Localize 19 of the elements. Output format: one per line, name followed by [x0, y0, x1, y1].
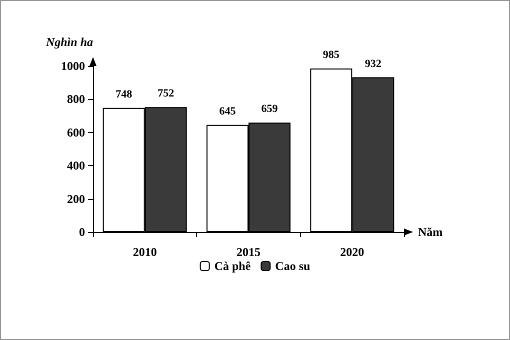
data-label: 659: [261, 103, 278, 116]
y-tick-label: 800: [67, 92, 85, 106]
y-tick-label: 0: [79, 225, 85, 239]
y-tick-label: 400: [67, 158, 85, 173]
data-label: 985: [322, 48, 340, 61]
y-tick-label: 200: [67, 192, 85, 206]
x-tick-label: 2020: [340, 245, 364, 259]
y-axis-title: Nghìn ha: [44, 35, 93, 49]
data-label: 645: [219, 105, 236, 118]
y-tick-label: 600: [67, 125, 85, 140]
legend-label: Cao su: [275, 259, 310, 273]
x-tick-label: 2010: [132, 245, 157, 259]
y-tick-label: 1000: [61, 59, 85, 73]
legend-label: Cà phê: [214, 259, 252, 273]
x-axis-title: Năm: [418, 225, 443, 239]
x-tick-label: 2015: [236, 245, 260, 259]
data-label: 932: [364, 58, 382, 70]
data-label: 748: [116, 88, 133, 100]
data-label: 752: [158, 88, 175, 100]
